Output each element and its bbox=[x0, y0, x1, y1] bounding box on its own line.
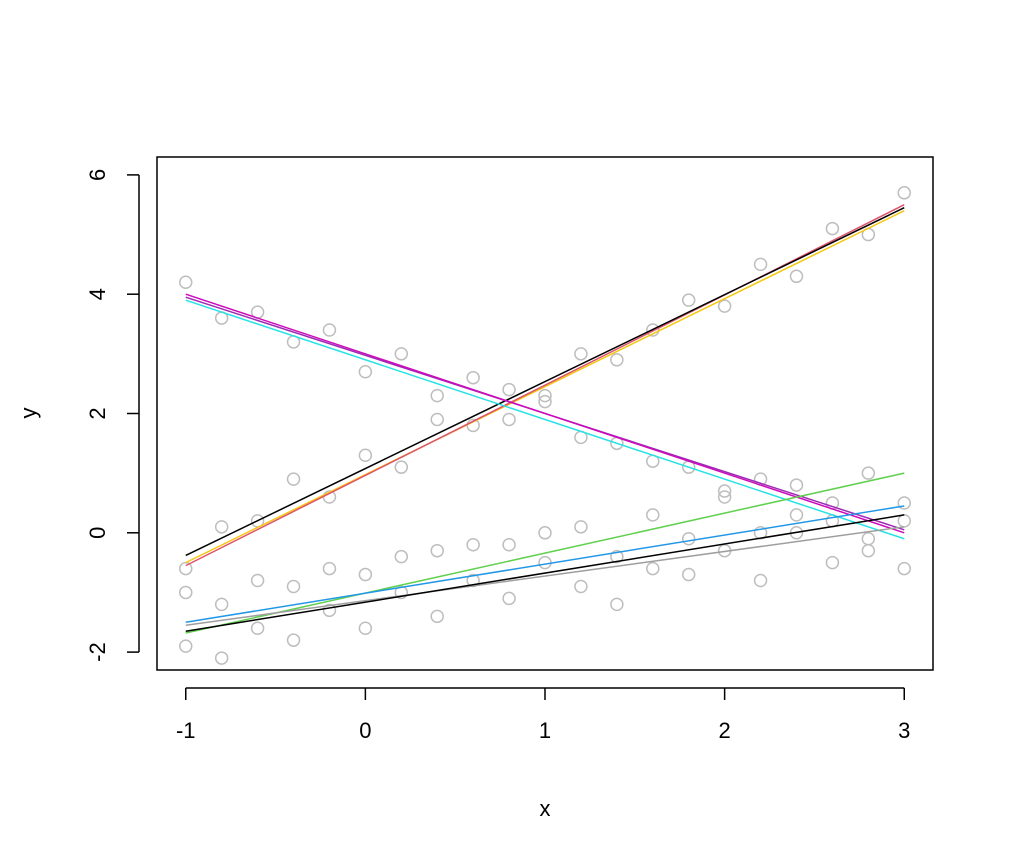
y-tick-label: 4 bbox=[85, 288, 110, 300]
point bbox=[358, 448, 373, 463]
point bbox=[430, 543, 444, 558]
point bbox=[717, 490, 732, 504]
point bbox=[538, 526, 552, 540]
y-tick-label: -2 bbox=[85, 642, 110, 662]
point bbox=[178, 275, 193, 290]
point bbox=[646, 323, 660, 337]
x-tick-label: 3 bbox=[898, 718, 910, 743]
point bbox=[825, 555, 840, 570]
point bbox=[178, 585, 193, 600]
point bbox=[574, 520, 588, 534]
point bbox=[897, 561, 912, 576]
point bbox=[466, 370, 480, 385]
point bbox=[789, 508, 804, 522]
point bbox=[394, 585, 409, 600]
point bbox=[214, 651, 229, 665]
point bbox=[178, 561, 193, 576]
point bbox=[502, 591, 516, 606]
point bbox=[717, 484, 732, 498]
point bbox=[358, 621, 373, 635]
point bbox=[214, 597, 229, 612]
point bbox=[430, 609, 444, 624]
point bbox=[394, 347, 409, 361]
point bbox=[610, 549, 624, 564]
point bbox=[538, 555, 552, 570]
point bbox=[646, 508, 660, 522]
y-tick-label: 6 bbox=[85, 169, 110, 181]
point bbox=[825, 221, 840, 236]
regression-line bbox=[185, 210, 905, 564]
point bbox=[430, 388, 444, 403]
y-tick-label: 2 bbox=[85, 407, 110, 419]
point bbox=[286, 633, 301, 647]
point bbox=[538, 394, 552, 409]
point bbox=[358, 567, 373, 582]
point bbox=[574, 347, 588, 361]
point bbox=[250, 573, 265, 588]
regression-line bbox=[185, 204, 905, 567]
point bbox=[502, 412, 516, 427]
point bbox=[394, 460, 409, 474]
x-tick-label: 2 bbox=[719, 718, 731, 743]
point bbox=[753, 257, 768, 272]
y-axis-label: y bbox=[16, 408, 41, 419]
point bbox=[322, 603, 337, 618]
point bbox=[466, 537, 480, 552]
plot-area bbox=[178, 186, 912, 665]
x-axis-label: x bbox=[540, 796, 551, 821]
point bbox=[394, 549, 409, 564]
regression-line bbox=[185, 505, 905, 624]
point bbox=[897, 186, 912, 200]
y-tick-label: 0 bbox=[85, 527, 110, 539]
point bbox=[789, 269, 804, 284]
point bbox=[897, 496, 912, 510]
regression-line bbox=[185, 526, 905, 627]
point bbox=[789, 478, 804, 492]
point bbox=[897, 514, 912, 528]
point bbox=[502, 537, 516, 552]
regression-line bbox=[185, 293, 905, 534]
point bbox=[861, 543, 876, 558]
point bbox=[861, 466, 876, 480]
point bbox=[358, 364, 373, 379]
point bbox=[753, 573, 768, 588]
point bbox=[286, 579, 301, 594]
x-tick-label: 0 bbox=[359, 718, 371, 743]
point bbox=[322, 561, 337, 576]
point bbox=[430, 412, 444, 427]
point bbox=[717, 299, 732, 313]
regression-line bbox=[185, 299, 905, 540]
point bbox=[214, 520, 229, 534]
point bbox=[681, 567, 696, 582]
point bbox=[574, 579, 588, 594]
x-tick-label: 1 bbox=[539, 718, 551, 743]
point bbox=[322, 323, 337, 337]
point bbox=[538, 388, 552, 403]
regression-line bbox=[185, 207, 905, 557]
point bbox=[681, 293, 696, 307]
regression-line bbox=[185, 514, 905, 632]
point bbox=[681, 532, 696, 546]
point bbox=[861, 532, 876, 546]
point bbox=[610, 353, 624, 367]
x-tick-label: -1 bbox=[176, 718, 196, 743]
point bbox=[646, 561, 660, 576]
regression-line bbox=[185, 472, 905, 634]
plot-frame bbox=[156, 156, 934, 671]
point bbox=[610, 597, 624, 612]
point bbox=[250, 621, 265, 635]
point bbox=[502, 382, 516, 397]
point bbox=[286, 472, 301, 486]
point bbox=[178, 639, 193, 653]
